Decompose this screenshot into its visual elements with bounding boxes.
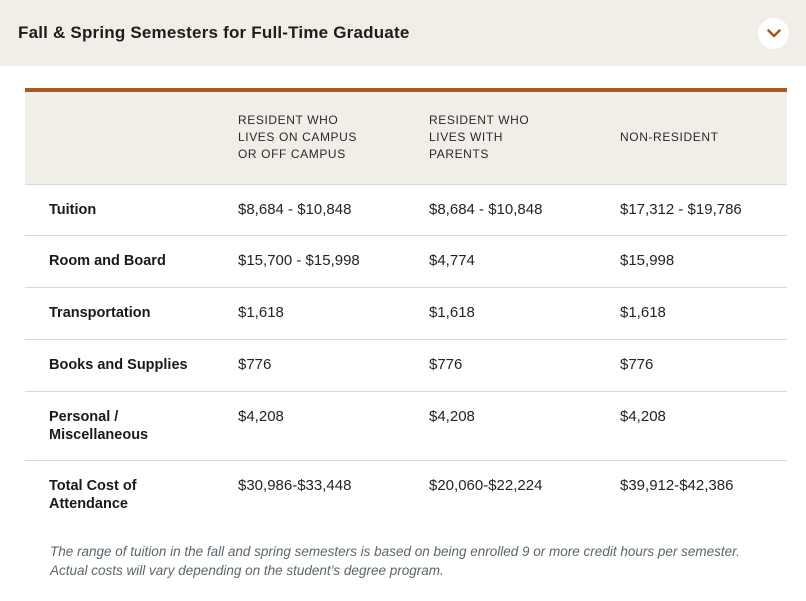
column-header-empty [25, 90, 238, 184]
row-label: Personal / Miscellaneous [25, 390, 238, 461]
accordion-header[interactable]: Fall & Spring Semesters for Full-Time Gr… [0, 0, 806, 66]
section-content: RESIDENT WHO LIVES ON CAMPUS OR OFF CAMP… [25, 88, 787, 580]
column-header-non-resident: NON-RESIDENT [620, 90, 787, 184]
cell-value: $4,208 [429, 390, 620, 461]
accordion-toggle-button[interactable] [758, 17, 789, 49]
cell-value: $15,700 - $15,998 [238, 235, 429, 288]
cell-value: $1,618 [238, 287, 429, 340]
tuition-footnote: The range of tuition in the fall and spr… [50, 544, 740, 578]
row-label: Tuition [25, 183, 238, 236]
column-header-resident-parents: RESIDENT WHO LIVES WITH PARENTS [429, 90, 620, 184]
cell-value: $15,998 [620, 235, 787, 288]
table-row-tuition: Tuition $8,684 - $10,848 $8,684 - $10,84… [25, 183, 787, 236]
row-label: Total Cost of Attendance [25, 459, 238, 529]
table-header-row: RESIDENT WHO LIVES ON CAMPUS OR OFF CAMP… [25, 90, 787, 184]
row-label: Books and Supplies [25, 338, 238, 391]
column-header-resident-campus: RESIDENT WHO LIVES ON CAMPUS OR OFF CAMP… [238, 90, 429, 184]
table-row-personal-misc: Personal / Miscellaneous $4,208 $4,208 $… [25, 390, 787, 461]
cell-value: $4,208 [238, 390, 429, 461]
cell-value: $8,684 - $10,848 [429, 183, 620, 236]
cell-value: $8,684 - $10,848 [238, 183, 429, 236]
cell-value: $4,774 [429, 235, 620, 288]
tuition-accordion-section: Fall & Spring Semesters for Full-Time Gr… [0, 0, 806, 580]
cell-value: $30,986-$33,448 [238, 459, 429, 529]
table-row-room-board: Room and Board $15,700 - $15,998 $4,774 … [25, 235, 787, 288]
row-label: Transportation [25, 287, 238, 340]
cell-value: $17,312 - $19,786 [620, 183, 787, 236]
cell-value: $776 [620, 338, 787, 391]
cell-value: $1,618 [620, 287, 787, 340]
table-row-total-cost: Total Cost of Attendance $30,986-$33,448… [25, 459, 787, 529]
cell-value: $39,912-$42,386 [620, 459, 787, 529]
row-label: Room and Board [25, 235, 238, 288]
cell-value: $776 [429, 338, 620, 391]
table-row-transportation: Transportation $1,618 $1,618 $1,618 [25, 287, 787, 340]
cell-value: $20,060-$22,224 [429, 459, 620, 529]
cost-of-attendance-table: RESIDENT WHO LIVES ON CAMPUS OR OFF CAMP… [25, 88, 787, 529]
cell-value: $4,208 [620, 390, 787, 461]
chevron-down-icon [766, 28, 781, 37]
section-title: Fall & Spring Semesters for Full-Time Gr… [18, 23, 410, 42]
cell-value: $1,618 [429, 287, 620, 340]
cell-value: $776 [238, 338, 429, 391]
table-row-books-supplies: Books and Supplies $776 $776 $776 [25, 338, 787, 391]
